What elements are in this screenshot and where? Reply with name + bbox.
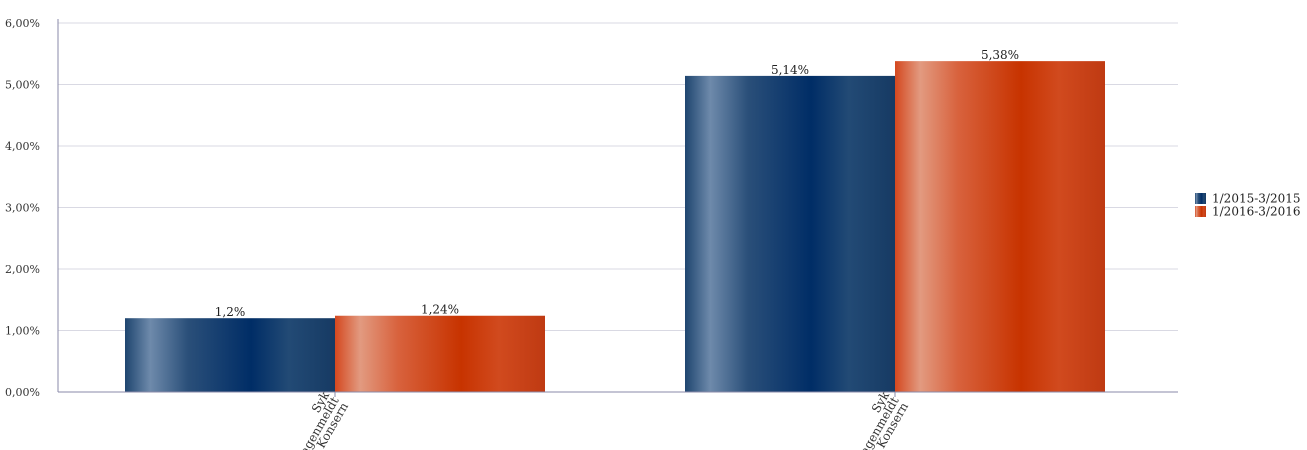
data-label: 1,2% [215, 305, 246, 319]
legend-swatch-series1 [1195, 193, 1206, 204]
y-axis-ticks: 0,00% 1,00% 2,00% 3,00% 4,00% 5,00% 6,00% [5, 17, 40, 399]
data-label: 5,14% [771, 63, 809, 77]
y-tick-label: 5,00% [5, 79, 40, 92]
data-labels: 1,2% 5,14% 1,24% 5,38% [215, 48, 1019, 319]
y-tick-label: 1,00% [5, 325, 40, 338]
bar-series1-cat1 [125, 318, 335, 392]
y-tick-label: 0,00% [5, 386, 40, 399]
y-tick-label: 2,00% [5, 263, 40, 276]
legend-label-series1: 1/2015-3/2015 [1212, 192, 1301, 206]
data-label: 5,38% [981, 48, 1019, 62]
bars [125, 61, 1105, 392]
bar-series1-cat2 [685, 75, 895, 392]
data-label: 1,24% [421, 303, 459, 317]
bar-series2-cat1 [335, 315, 545, 392]
bar-series2-cat2 [895, 61, 1105, 392]
legend-swatch-series2 [1195, 206, 1206, 217]
axes [57, 19, 1178, 397]
y-tick-label: 4,00% [5, 140, 40, 153]
y-tick-label: 6,00% [5, 17, 40, 30]
legend-label-series2: 1/2016-3/2016 [1212, 205, 1301, 219]
y-tick-label: 3,00% [5, 202, 40, 215]
